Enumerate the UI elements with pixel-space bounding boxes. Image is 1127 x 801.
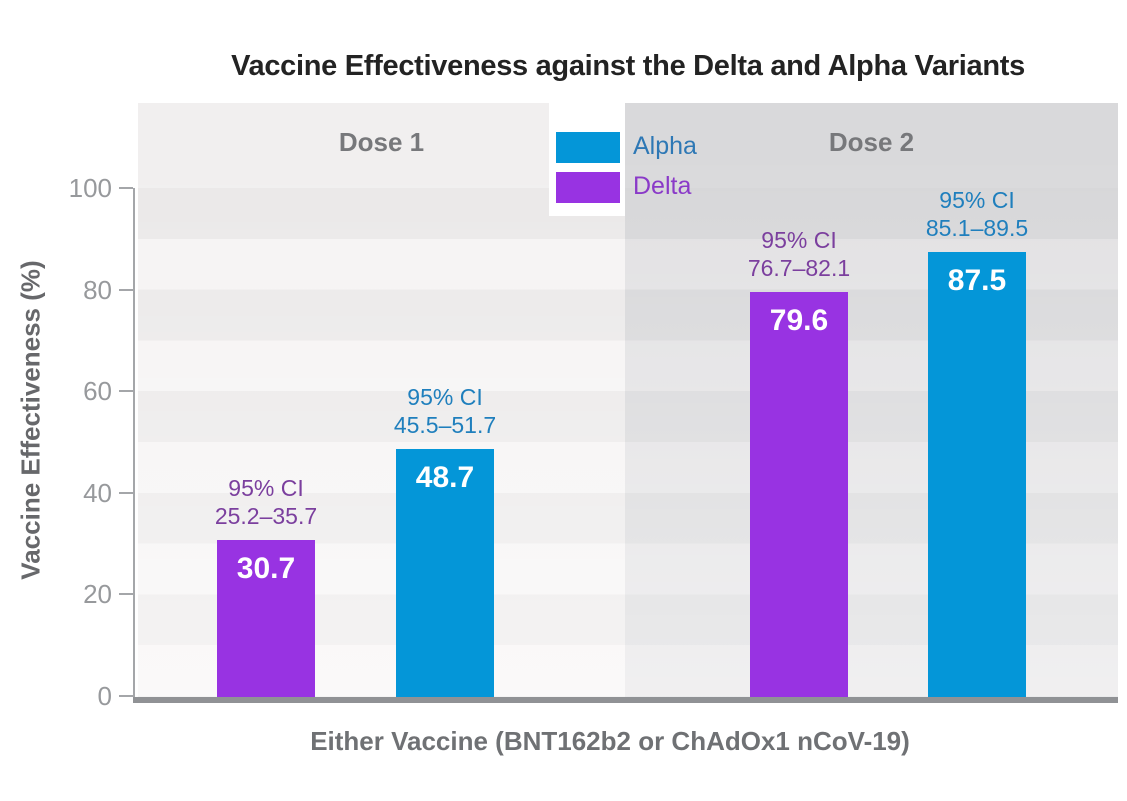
panel-dose-2-label: Dose 2 [828,127,915,157]
bar-value-label-dose1-delta: 30.7 [236,552,296,585]
ci-label-dose2-alpha: 95% CI [939,187,1015,213]
panel-dose-2: Dose 2 [625,103,1118,697]
x-axis-line [133,697,1118,703]
ci-label-dose1-alpha: 95% CI [407,384,483,410]
y-tick-100 [119,187,133,189]
bar-dose1-alpha [396,449,494,698]
panel-dose-1-label: Dose 1 [338,127,425,157]
y-tick-40 [119,491,133,494]
ci-range-dose2-alpha: 85.1–89.5 [925,215,1029,241]
ci-annotation-dose1-delta: 95% CI 25.2–35.7 [156,474,376,530]
bar-dose2-delta [750,292,848,698]
y-tick-80 [119,288,133,291]
bar-value-label-dose2-alpha: 87.5 [947,264,1007,297]
ci-range-dose1-delta: 25.2–35.7 [214,503,318,529]
y-tick-0 [119,695,133,697]
legend-delta-swatch [556,172,620,203]
y-tick-label-20: 20 [83,579,112,610]
panel-dose-2-fade [625,103,1118,697]
y-tick-label-100: 100 [68,173,112,203]
y-tick-label-40: 40 [83,477,112,508]
legend-delta-label: Delta [633,172,692,200]
y-tick-60 [119,390,133,393]
ci-range-dose2-delta: 76.7–82.1 [747,255,851,281]
bar-value-label-dose2-delta: 79.6 [769,304,829,337]
ci-label-dose2-delta: 95% CI [761,227,837,253]
ci-annotation-dose2-alpha: 95% CI 85.1–89.5 [867,186,1087,242]
bar-value-label-dose1-alpha: 48.7 [415,461,475,494]
y-tick-label-0: 0 [97,681,112,711]
y-axis-line [133,188,135,697]
legend-alpha-swatch [556,132,620,163]
y-tick-label-80: 80 [83,274,112,305]
chart-title: Vaccine Effectiveness against the Delta … [231,50,1025,82]
x-axis-label: Either Vaccine (BNT162b2 or ChAdOx1 nCoV… [310,726,910,756]
bar-dose1-delta [217,540,315,698]
ci-annotation-dose1-alpha: 95% CI 45.5–51.7 [335,383,555,439]
ci-annotation-dose2-delta: 95% CI 76.7–82.1 [689,226,909,282]
panel-dose-1: Dose 1 [138,103,625,697]
legend-alpha-label: Alpha [633,132,697,160]
y-tick-20 [119,593,133,596]
y-axis-label: Vaccine Effectiveness (%) [15,260,46,580]
ci-range-dose1-alpha: 45.5–51.7 [393,412,497,438]
y-tick-label-60: 60 [83,376,112,407]
bar-dose2-alpha [928,252,1026,698]
ci-label-dose1-delta: 95% CI [228,475,304,501]
